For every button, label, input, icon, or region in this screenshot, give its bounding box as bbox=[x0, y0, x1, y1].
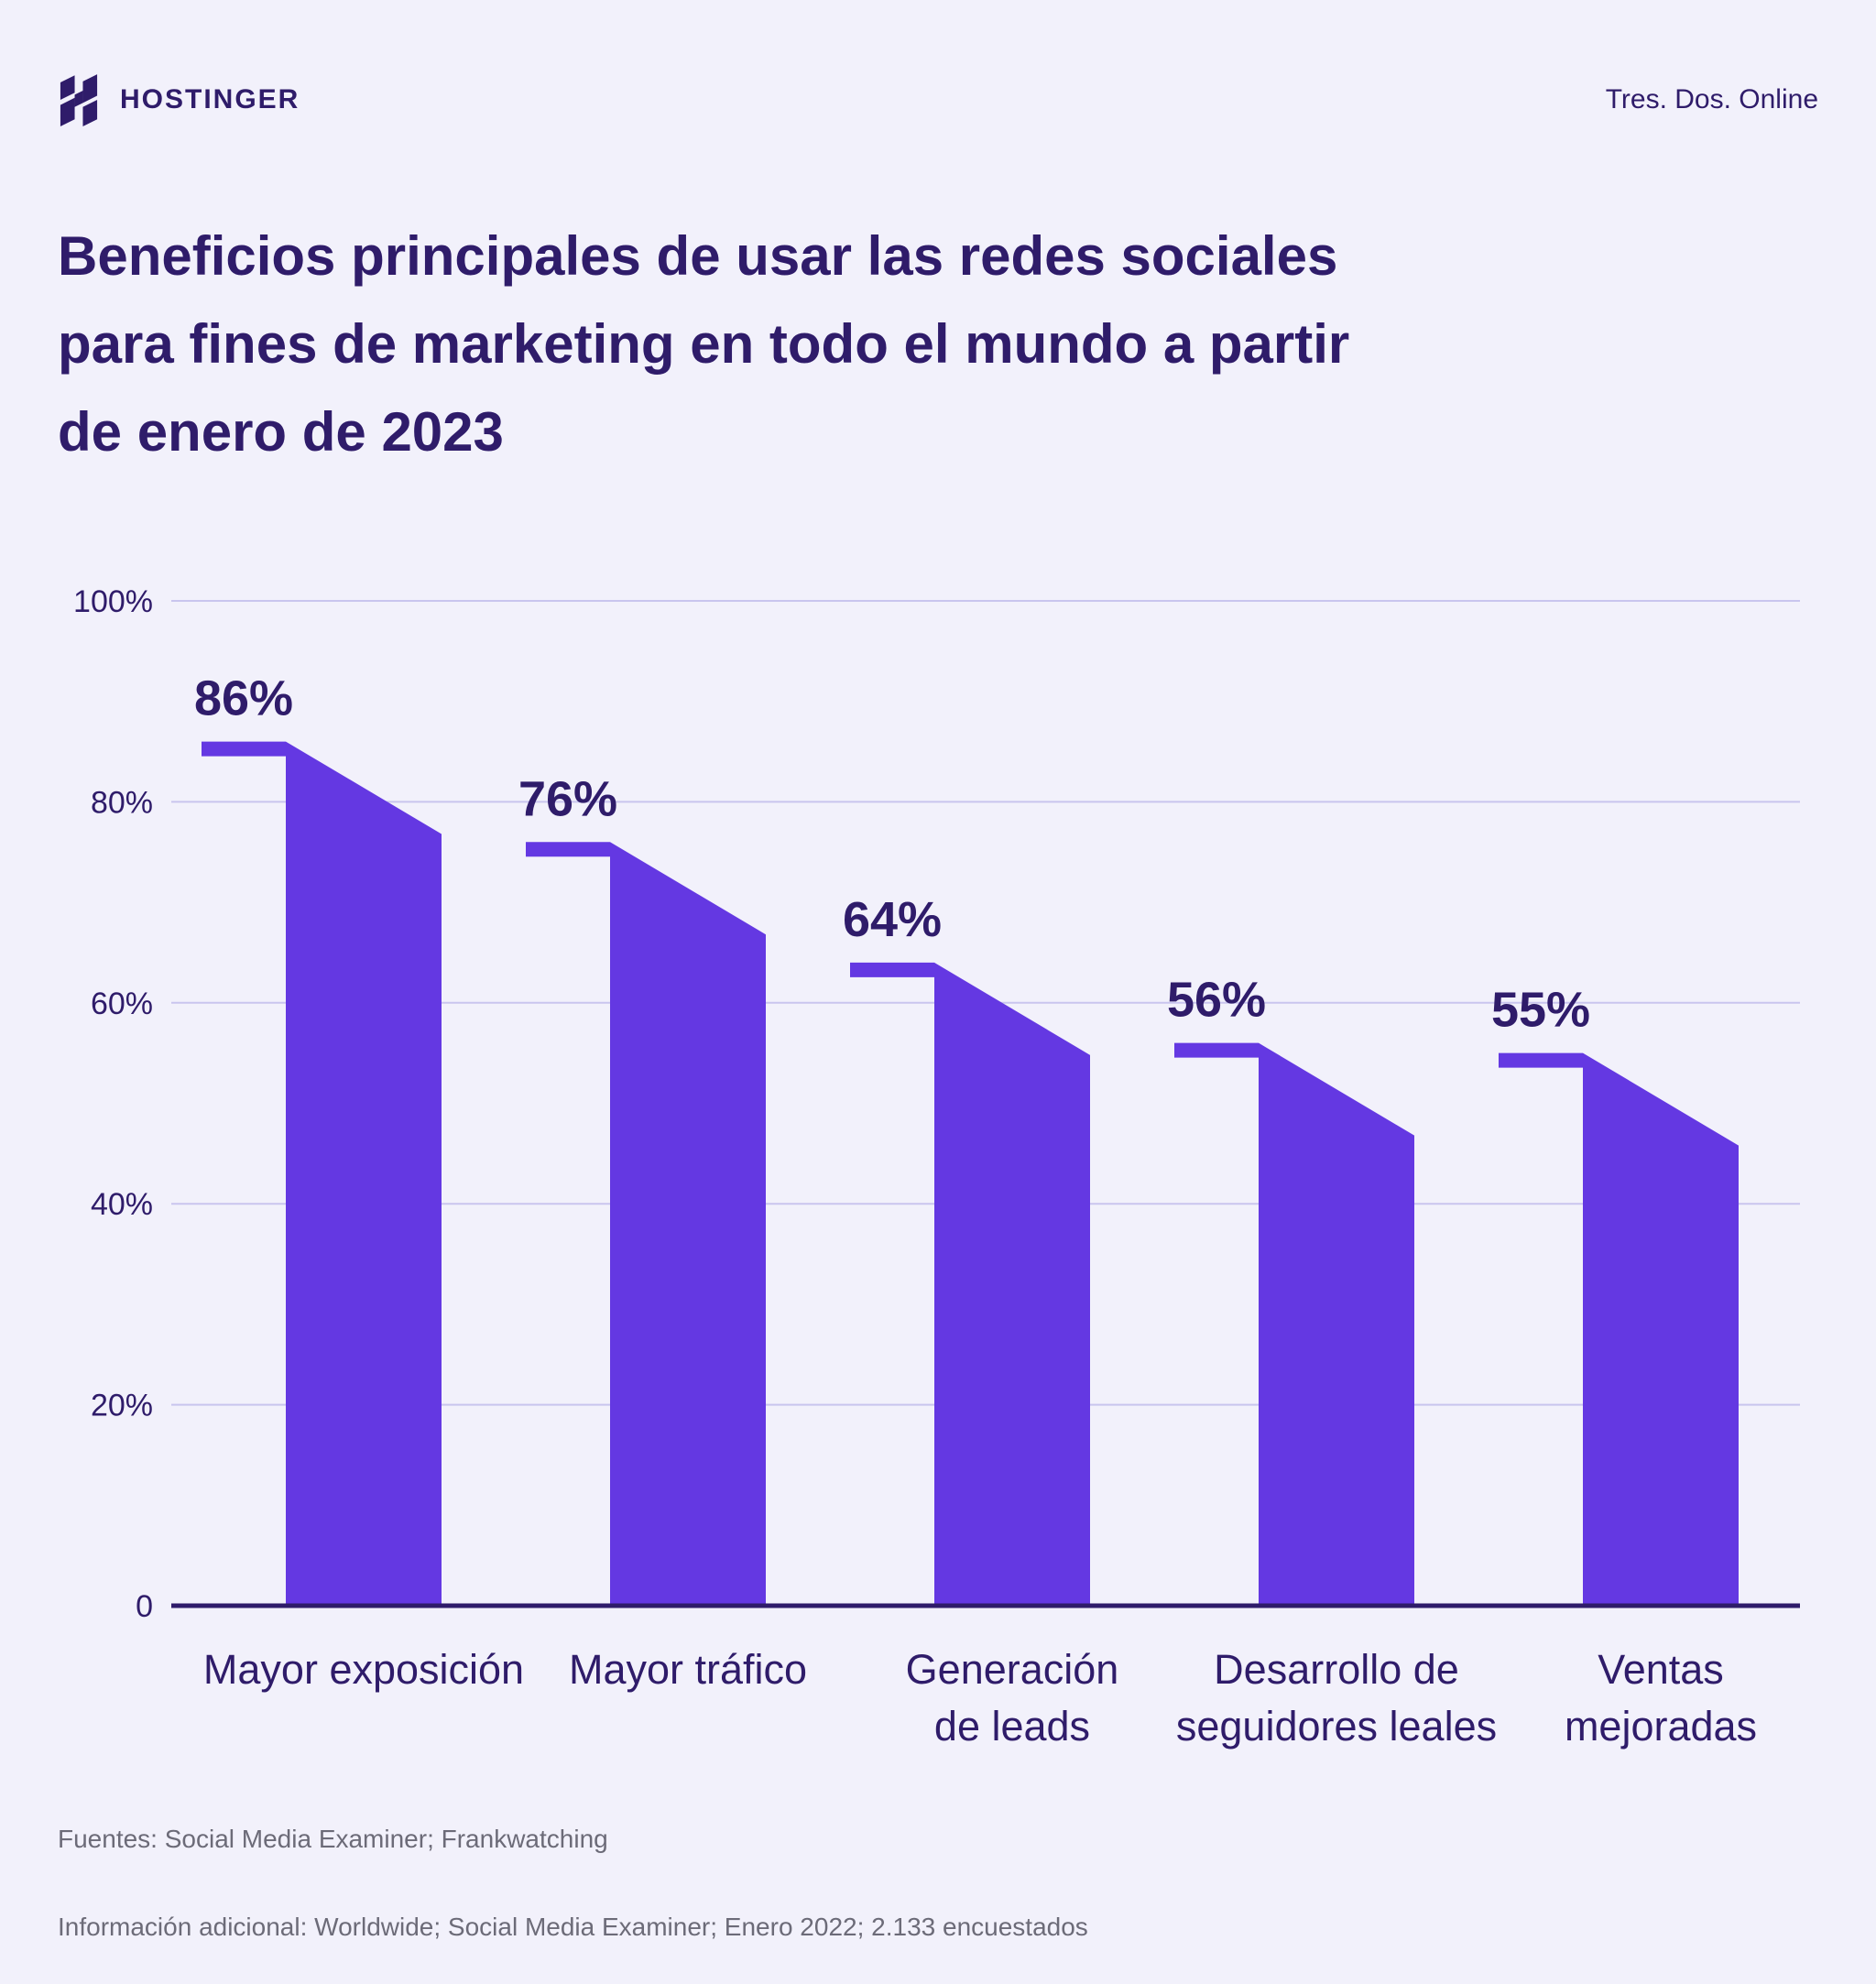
bar-4 bbox=[1174, 1042, 1414, 1606]
category-label-1: Mayor exposición bbox=[203, 1646, 524, 1693]
chart-title-line-3: de enero de 2023 bbox=[58, 401, 504, 463]
value-label-4: 56% bbox=[1167, 973, 1266, 1028]
category-label-4: Desarrollo de seguidores leales bbox=[1176, 1646, 1497, 1750]
y-tick-label-100: 100% bbox=[73, 584, 153, 619]
bar-chart: 100% 80% 60% 40% 20% 0 86% Mayor exposición 76% M… bbox=[73, 584, 1800, 1750]
bar-5 bbox=[1499, 1052, 1739, 1606]
hostinger-logo-icon bbox=[60, 74, 98, 126]
chart-title-line-1: Beneficios principales de usar las redes… bbox=[58, 225, 1338, 287]
chart-title: Beneficios principales de usar las redes… bbox=[58, 213, 1523, 476]
brand: HOSTINGER bbox=[58, 73, 300, 126]
y-tick-label-80: 80% bbox=[91, 785, 153, 820]
bar-1 bbox=[202, 741, 442, 1606]
footer-sources: Fuentes: Social Media Examiner; Frankwat… bbox=[58, 1825, 608, 1853]
y-tick-label-40: 40% bbox=[91, 1187, 153, 1222]
y-tick-label-60: 60% bbox=[91, 987, 153, 1021]
category-label-5: Ventas mejoradas bbox=[1565, 1646, 1757, 1750]
footer-info: Información adicional: Worldwide; Social… bbox=[58, 1913, 1088, 1941]
header: HOSTINGER Tres. Dos. Online bbox=[58, 71, 1818, 128]
y-tick-label-20: 20% bbox=[91, 1389, 153, 1423]
y-tick-label-0: 0 bbox=[136, 1589, 153, 1624]
bar-2 bbox=[526, 842, 766, 1606]
value-label-3: 64% bbox=[843, 892, 942, 947]
brand-name: HOSTINGER bbox=[120, 84, 300, 114]
value-label-5: 55% bbox=[1491, 983, 1590, 1038]
chart-title-line-2: para fines de marketing en todo el mundo… bbox=[58, 313, 1350, 375]
category-label-3: Generación de leads bbox=[906, 1646, 1119, 1750]
value-label-1: 86% bbox=[194, 671, 293, 726]
category-label-2: Mayor tráfico bbox=[569, 1646, 807, 1693]
header-tagline: Tres. Dos. Online bbox=[1605, 84, 1818, 114]
value-label-2: 76% bbox=[518, 771, 617, 826]
bar-3 bbox=[850, 962, 1090, 1606]
